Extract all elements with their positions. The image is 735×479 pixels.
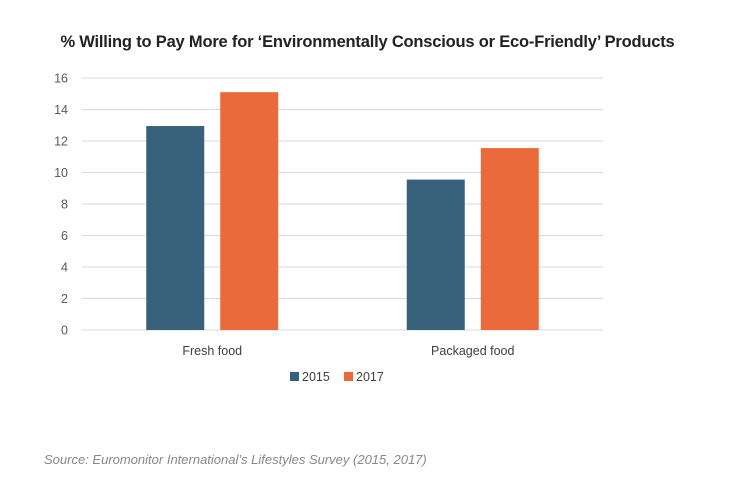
bar-2017-fresh-food <box>220 92 279 330</box>
y-tick-label: 8 <box>61 198 68 212</box>
y-tick-label: 12 <box>54 135 68 149</box>
y-tick-label: 10 <box>54 166 68 180</box>
y-tick-label: 6 <box>61 229 68 243</box>
y-tick-label: 14 <box>54 103 68 117</box>
legend-label-2015: 2015 <box>302 370 330 384</box>
y-tick-label: 0 <box>61 324 68 338</box>
bar-2015-fresh-food <box>146 126 205 330</box>
source-note: Source: Euromonitor International’s Life… <box>44 452 427 467</box>
bar-2015-packaged-food <box>406 179 465 330</box>
x-tick-label: Fresh food <box>182 344 242 358</box>
x-tick-label: Packaged food <box>431 344 514 358</box>
legend-label-2017: 2017 <box>356 370 384 384</box>
bar-2017-packaged-food <box>480 148 539 330</box>
chart-title: % Willing to Pay More for ‘Environmental… <box>60 33 675 51</box>
legend-swatch-2017 <box>344 372 353 381</box>
y-tick-label: 16 <box>54 72 68 86</box>
y-tick-label: 2 <box>61 292 68 306</box>
y-tick-label: 4 <box>61 261 68 275</box>
legend-swatch-2015 <box>290 372 299 381</box>
